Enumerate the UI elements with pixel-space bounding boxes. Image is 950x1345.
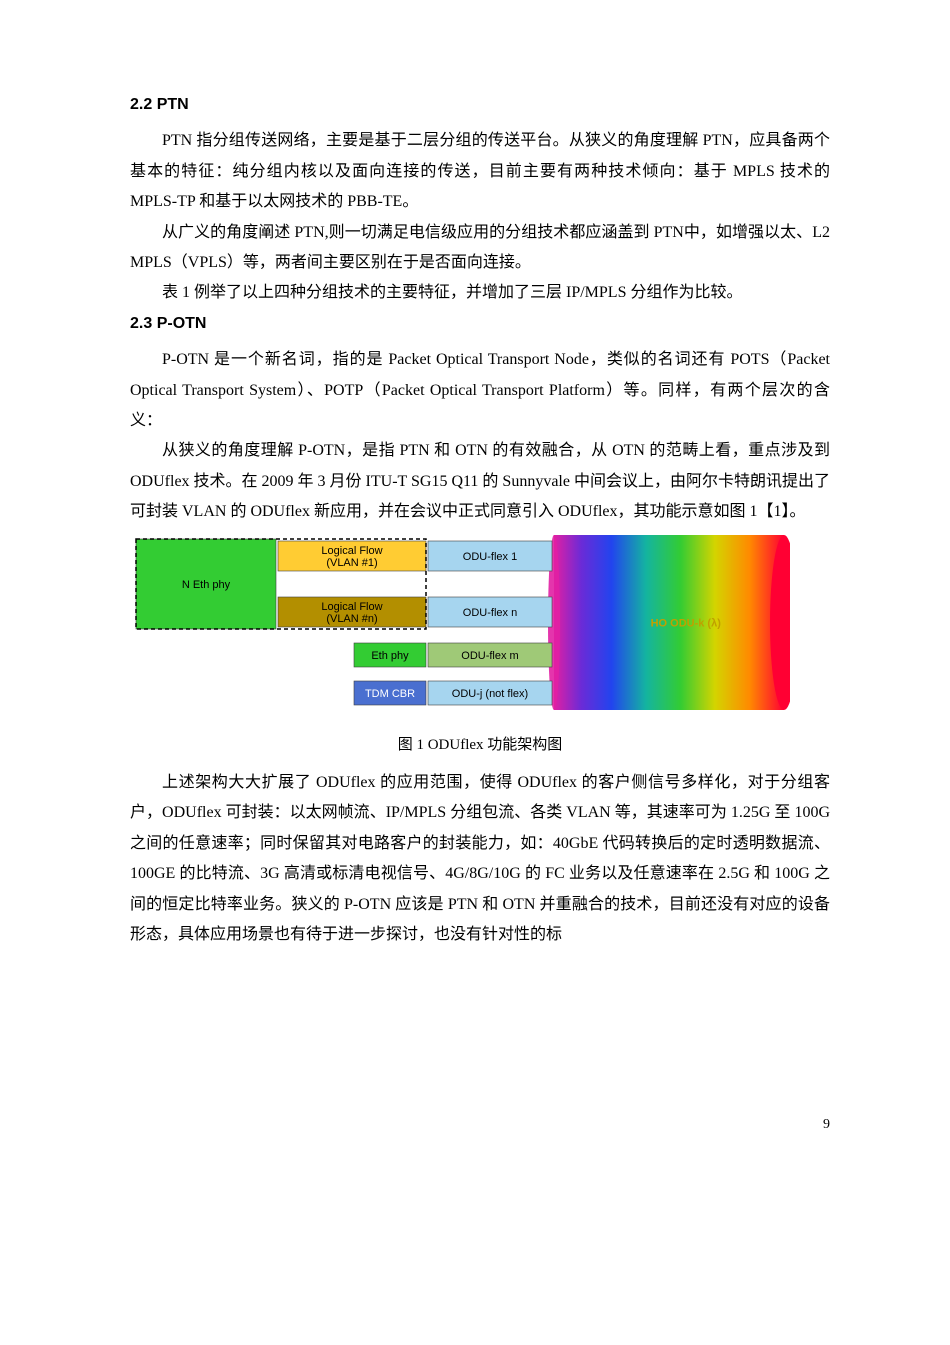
para-2-2-c: 表 1 例举了以上四种分组技术的主要特征，并增加了三层 IP/MPLS 分组作为…	[130, 278, 830, 308]
oduflex-diagram: HO ODU-k (λ)N Eth phyLogical Flow(VLAN #…	[130, 535, 790, 725]
svg-text:(VLAN #1): (VLAN #1)	[326, 557, 377, 569]
svg-text:ODU-flex n: ODU-flex n	[463, 607, 517, 619]
para-2-2-a: PTN 指分组传送网络，主要是基于二层分组的传送平台。从狭义的角度理解 PTN，…	[130, 126, 830, 217]
heading-2-2: 2.2 PTN	[130, 90, 830, 120]
document-page: 2.2 PTN PTN 指分组传送网络，主要是基于二层分组的传送平台。从狭义的角…	[0, 0, 950, 1345]
svg-text:Logical Flow: Logical Flow	[321, 601, 382, 613]
svg-text:Eth phy: Eth phy	[371, 650, 409, 662]
heading-2-3: 2.3 P-OTN	[130, 309, 830, 339]
svg-text:TDM CBR: TDM CBR	[365, 688, 415, 700]
svg-text:ODU-flex 1: ODU-flex 1	[463, 551, 517, 563]
svg-text:HO ODU-k (λ): HO ODU-k (λ)	[651, 618, 722, 630]
page-number: 9	[823, 1112, 830, 1139]
svg-text:N Eth phy: N Eth phy	[182, 579, 231, 591]
para-2-3-a: P-OTN 是一个新名词，指的是 Packet Optical Transpor…	[130, 345, 830, 436]
svg-text:ODU-flex m: ODU-flex m	[461, 650, 518, 662]
figure-caption: 图 1 ODUflex 功能架构图	[130, 731, 830, 760]
svg-text:Logical Flow: Logical Flow	[321, 545, 382, 557]
para-2-3-b: 从狭义的角度理解 P-OTN，是指 PTN 和 OTN 的有效融合，从 OTN …	[130, 436, 830, 527]
para-2-2-b: 从广义的角度阐述 PTN,则一切满足电信级应用的分组技术都应涵盖到 PTN中，如…	[130, 218, 830, 279]
svg-text:(VLAN #n): (VLAN #n)	[326, 613, 377, 625]
svg-text:ODU-j (not flex): ODU-j (not flex)	[452, 688, 528, 700]
para-2-3-c: 上述架构大大扩展了 ODUflex 的应用范围，使得 ODUflex 的客户侧信…	[130, 768, 830, 950]
